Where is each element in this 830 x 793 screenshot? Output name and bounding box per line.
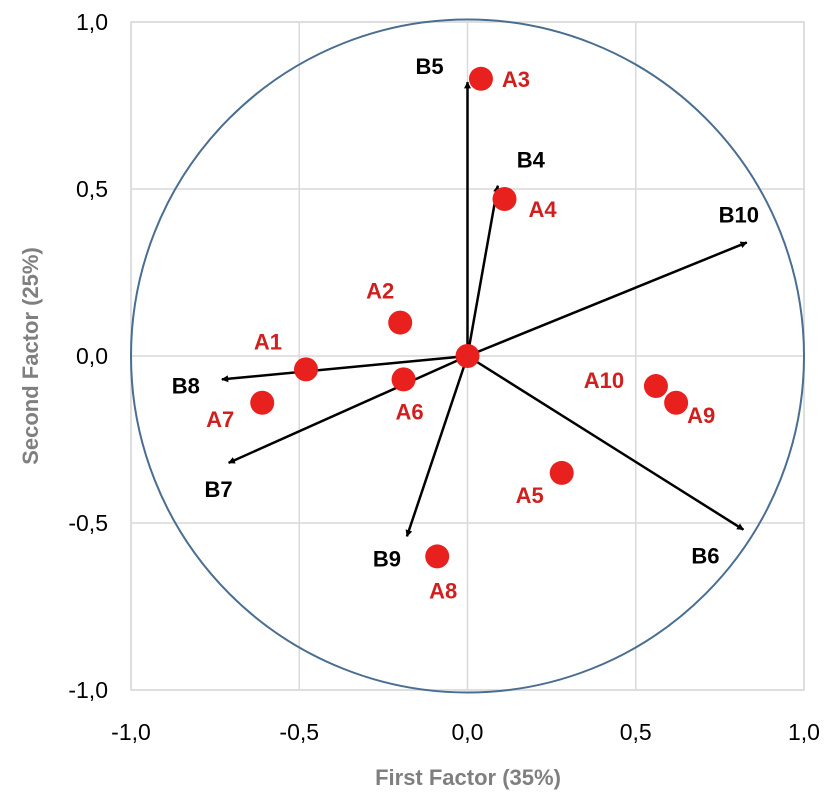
vector-label-b9: B9	[373, 546, 401, 571]
point-a10	[643, 374, 668, 399]
y-tick-label: 0,0	[76, 343, 108, 369]
points: A1 A2 A3 A4 A5 A6 A7 A8 A9 A10	[206, 66, 715, 603]
vector-label-b6: B6	[691, 544, 719, 569]
point-label-a2: A2	[366, 279, 394, 304]
y-tick-label: 1,0	[76, 9, 108, 35]
correlation-circle	[130, 18, 805, 694]
vector-label-b7: B7	[205, 477, 233, 502]
point-a2	[388, 310, 413, 335]
point-label-a10: A10	[584, 368, 624, 393]
point-label-a4: A4	[528, 197, 557, 222]
point-a7	[250, 390, 275, 415]
x-tick-label: -0,5	[279, 719, 319, 745]
x-axis-ticks: -1,0 -0,5 0,0 0,5 1,0	[111, 719, 820, 745]
point-label-a6: A6	[396, 399, 424, 424]
vector-label-b8: B8	[172, 373, 200, 398]
point-a5	[549, 460, 574, 485]
point-label-a1: A1	[254, 329, 282, 354]
vector-label-b4: B4	[517, 148, 546, 173]
vector-label-b10: B10	[719, 202, 759, 227]
point-a6	[391, 367, 416, 392]
vectors: B4 B5 B6 B7 B8 B9 B10	[172, 54, 759, 571]
x-tick-label: 1,0	[788, 719, 820, 745]
x-tick-label: 0,0	[452, 719, 484, 745]
y-tick-label: -0,5	[68, 510, 108, 536]
point-label-a9: A9	[687, 403, 715, 428]
vector-label-b5: B5	[415, 54, 443, 79]
vector-b4	[466, 184, 501, 357]
x-axis-title: First Factor (35%)	[375, 765, 561, 790]
x-tick-label: 0,5	[620, 719, 652, 745]
vector-b6	[466, 354, 745, 531]
point-label-a7: A7	[206, 407, 234, 432]
point-label-a8: A8	[429, 578, 457, 603]
point-a4	[492, 187, 517, 212]
y-tick-label: -1,0	[68, 677, 108, 703]
vector-b9	[405, 355, 469, 538]
point-origin	[455, 344, 480, 368]
point-label-a3: A3	[502, 67, 530, 92]
y-axis-title: Second Factor (25%)	[18, 247, 43, 465]
point-a3	[468, 66, 493, 91]
vector-b8	[221, 354, 468, 383]
vector-b10	[467, 241, 748, 358]
vector-b7	[227, 354, 469, 465]
point-a1	[293, 357, 318, 382]
x-tick-label: -1,0	[111, 719, 151, 745]
point-a9	[664, 390, 689, 415]
point-label-a5: A5	[516, 483, 544, 508]
y-tick-label: 0,5	[76, 176, 108, 202]
point-a8	[425, 544, 450, 569]
y-axis-ticks: 1,0 0,5 0,0 -0,5 -1,0	[68, 9, 108, 703]
